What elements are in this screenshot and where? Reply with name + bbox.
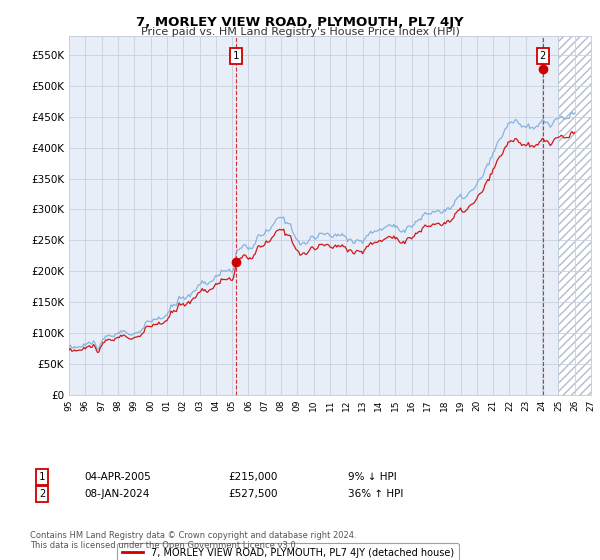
Text: 2: 2	[539, 51, 546, 61]
Bar	[559, 36, 591, 395]
Text: 1: 1	[233, 51, 239, 61]
Text: £215,000: £215,000	[228, 472, 277, 482]
Text: Price paid vs. HM Land Registry's House Price Index (HPI): Price paid vs. HM Land Registry's House …	[140, 27, 460, 38]
Text: 1: 1	[39, 472, 45, 482]
Text: 9% ↓ HPI: 9% ↓ HPI	[348, 472, 397, 482]
Text: £527,500: £527,500	[228, 489, 277, 499]
Text: 04-APR-2005: 04-APR-2005	[84, 472, 151, 482]
Legend: 7, MORLEY VIEW ROAD, PLYMOUTH, PL7 4JY (detached house), HPI: Average price, det: 7, MORLEY VIEW ROAD, PLYMOUTH, PL7 4JY (…	[117, 543, 459, 560]
Bar	[559, 36, 591, 395]
Text: 7, MORLEY VIEW ROAD, PLYMOUTH, PL7 4JY: 7, MORLEY VIEW ROAD, PLYMOUTH, PL7 4JY	[136, 16, 464, 29]
Text: Contains HM Land Registry data © Crown copyright and database right 2024.
This d: Contains HM Land Registry data © Crown c…	[30, 531, 356, 550]
Text: 08-JAN-2024: 08-JAN-2024	[84, 489, 149, 499]
Text: 36% ↑ HPI: 36% ↑ HPI	[348, 489, 403, 499]
Text: 2: 2	[39, 489, 45, 499]
